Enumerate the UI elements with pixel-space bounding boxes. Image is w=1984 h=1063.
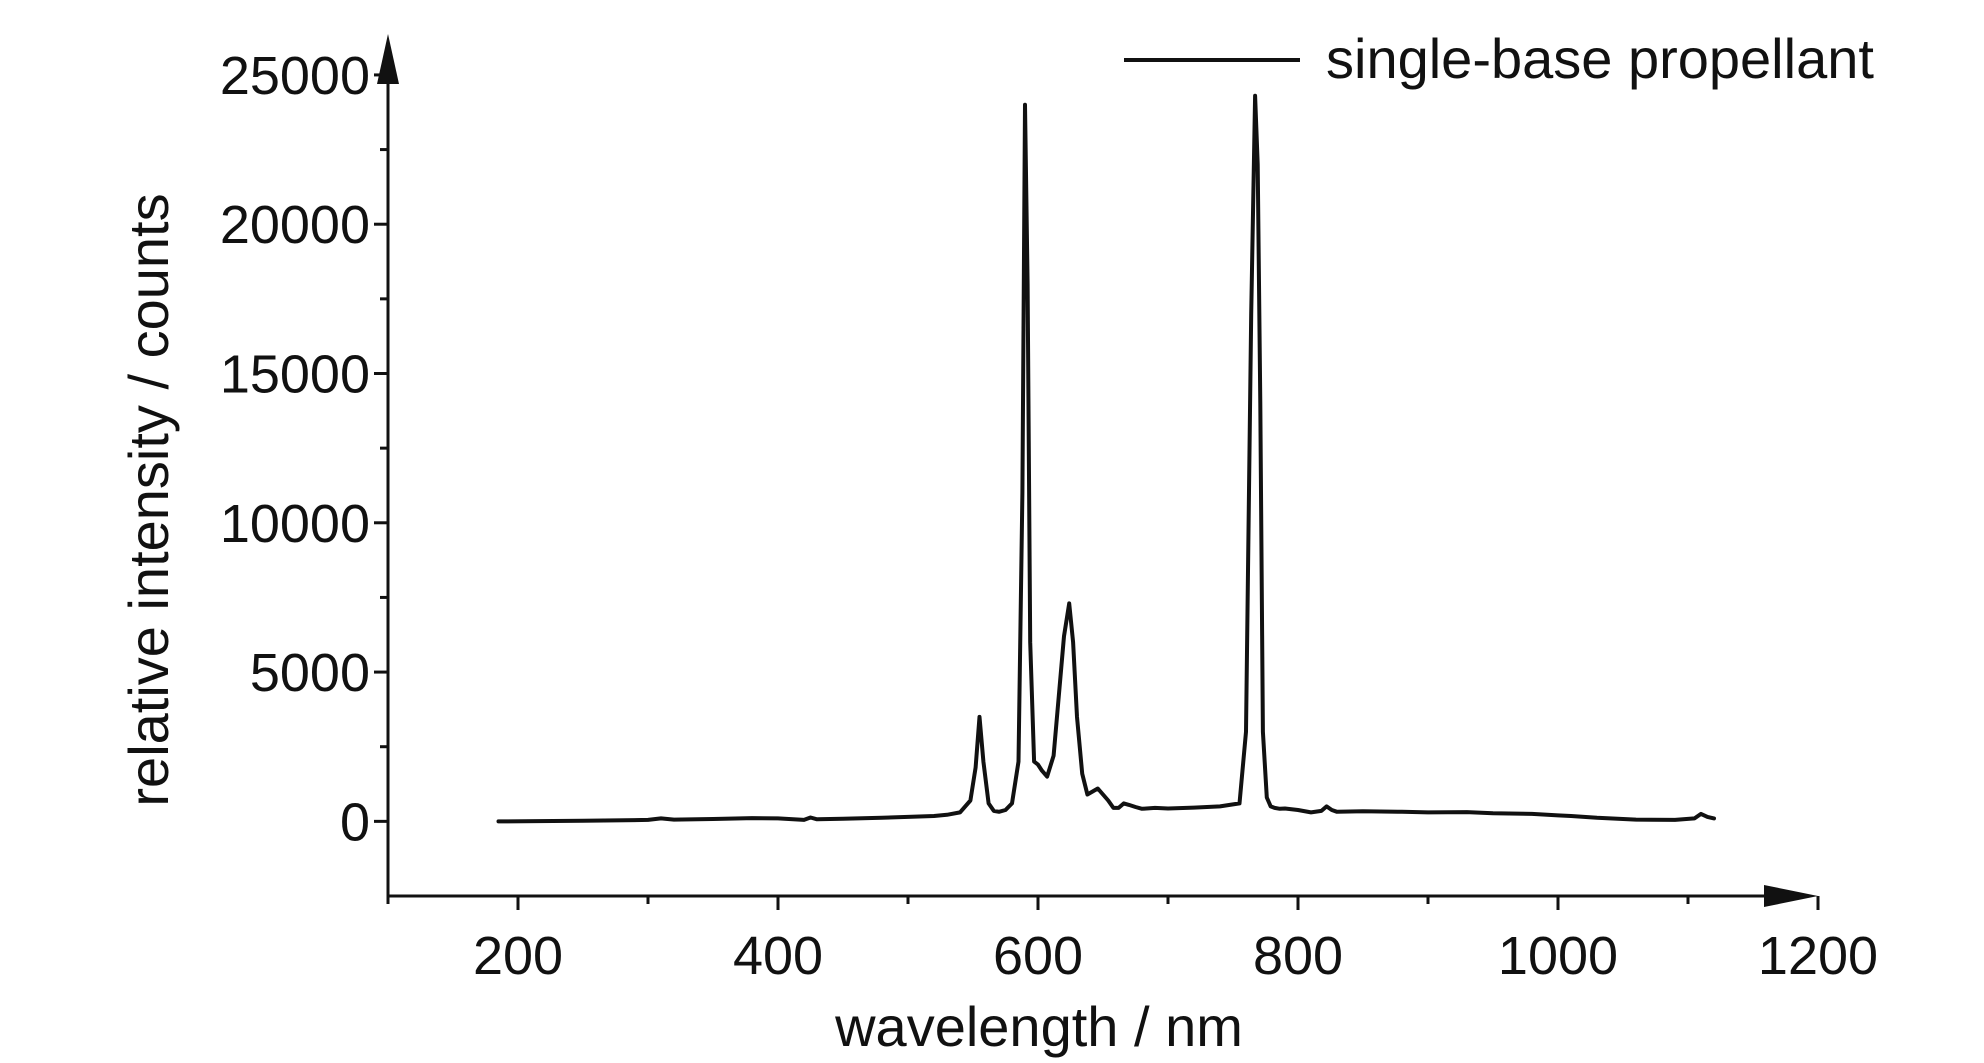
y-tick-label-15000: 15000 [220, 345, 370, 405]
x-tick-label-1000: 1000 [1498, 926, 1618, 986]
x-axis-arrow [1764, 885, 1818, 907]
y-axis-ticks: 0 5000 10000 15000 20000 25000 [220, 46, 388, 852]
legend: single-base propellant [1124, 27, 1874, 90]
x-tick-label-800: 800 [1253, 926, 1343, 986]
series-line-single-base-propellant [496, 93, 1716, 824]
x-tick-label-400: 400 [733, 926, 823, 986]
y-tick-label-20000: 20000 [220, 195, 370, 255]
x-tick-label-1200: 1200 [1758, 926, 1878, 986]
y-tick-label-10000: 10000 [220, 494, 370, 554]
x-axis-ticks: 200 400 600 800 1000 1200 [386, 896, 1878, 986]
legend-label: single-base propellant [1326, 27, 1874, 90]
y-axis-title: relative intensity / counts [117, 193, 180, 806]
y-tick-label-25000: 25000 [220, 46, 370, 106]
x-tick-label-200: 200 [473, 926, 563, 986]
y-axis-arrow [377, 34, 399, 84]
x-axis-title: wavelength / nm [834, 995, 1243, 1058]
x-tick-label-600: 600 [993, 926, 1083, 986]
y-tick-label-5000: 5000 [250, 643, 370, 703]
y-tick-label-0: 0 [340, 792, 370, 852]
